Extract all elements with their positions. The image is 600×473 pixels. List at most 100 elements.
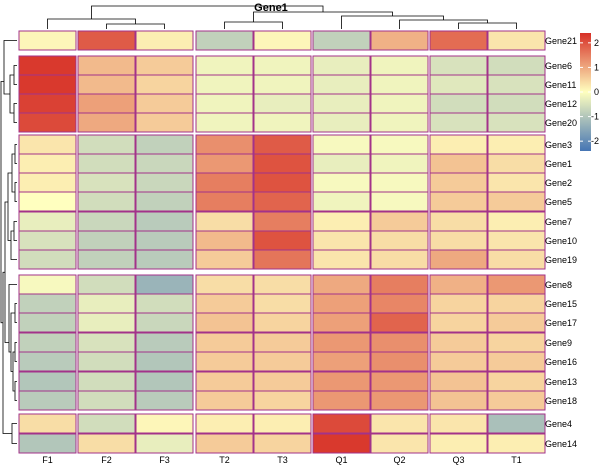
heatmap-cell	[135, 312, 194, 333]
heatmap-cell	[195, 293, 254, 314]
heatmap-cell	[135, 249, 194, 270]
heatmap-cell	[135, 134, 194, 155]
heatmap-cell	[312, 312, 371, 333]
heatmap-cell	[312, 93, 371, 114]
heatmap-cell	[253, 413, 312, 434]
heatmap-cell	[195, 413, 254, 434]
heatmap-cell	[135, 153, 194, 174]
row-label: Gene20	[545, 118, 577, 128]
row-label: Gene19	[545, 255, 577, 265]
heatmap-cell	[370, 413, 429, 434]
heatmap-cell	[77, 74, 136, 95]
heatmap-cell	[77, 433, 136, 454]
heatmap-cell	[135, 274, 194, 295]
heatmap-cell	[370, 351, 429, 372]
heatmap-cell	[195, 172, 254, 193]
heatmap-cell	[312, 351, 371, 372]
heatmap-cell	[370, 293, 429, 314]
heatmap-cell	[487, 371, 546, 392]
heatmap-cell	[429, 112, 488, 133]
row-label: Gene6	[545, 61, 572, 71]
heatmap-cell	[135, 112, 194, 133]
heatmap-cell	[312, 55, 371, 76]
heatmap-cell	[77, 351, 136, 372]
row-dendrogram-branch	[9, 74, 14, 114]
heatmap-cell	[18, 30, 77, 51]
heatmap-cell	[487, 191, 546, 212]
heatmap-cell	[312, 74, 371, 95]
heatmap-cell	[253, 93, 312, 114]
heatmap-cell	[312, 371, 371, 392]
heatmap-cell	[77, 390, 136, 411]
legend-tick-label: -2	[591, 136, 599, 146]
heatmap-cell	[195, 351, 254, 372]
row-dendrogram-branch	[14, 144, 17, 164]
heatmap-cell	[77, 413, 136, 434]
heatmap-cell	[487, 153, 546, 174]
heatmap-cell	[370, 433, 429, 454]
heatmap-cell	[312, 390, 371, 411]
heatmap-cell	[370, 312, 429, 333]
row-label: Gene13	[545, 377, 577, 387]
column-label: Q1	[335, 455, 347, 465]
heatmap-cell	[18, 433, 77, 454]
heatmap-cell	[429, 191, 488, 212]
row-label: Gene3	[545, 140, 572, 150]
heatmap-cell	[135, 390, 194, 411]
row-dendrogram-branch	[2, 271, 12, 434]
heatmap-cell	[487, 413, 546, 434]
row-dendrogram-branch	[13, 221, 17, 241]
heatmap-cell	[487, 30, 546, 51]
column-label: T3	[277, 455, 288, 465]
heatmap-cell	[77, 134, 136, 155]
heatmap-cell	[429, 351, 488, 372]
heatmap-cell	[312, 30, 371, 51]
row-label: Gene5	[545, 197, 572, 207]
heatmap-cell	[77, 230, 136, 251]
heatmap-cell	[487, 332, 546, 353]
row-dendrogram-branch	[14, 182, 17, 202]
heatmap-cell	[18, 312, 77, 333]
heatmap-cell	[487, 230, 546, 251]
column-dendrogram-branch	[458, 22, 517, 29]
heatmap-cell	[253, 191, 312, 212]
heatmap-cell	[487, 172, 546, 193]
heatmap-cell	[77, 371, 136, 392]
heatmap-cell	[312, 332, 371, 353]
heatmap-cell	[429, 413, 488, 434]
heatmap-cell	[77, 249, 136, 270]
row-label: Gene10	[545, 236, 577, 246]
row-dendrogram-branch	[14, 381, 17, 401]
heatmap-cell	[487, 274, 546, 295]
heatmap-cell	[253, 172, 312, 193]
heatmap-cell	[77, 55, 136, 76]
heatmap-cell	[18, 274, 77, 295]
column-dendrogram-branch	[106, 23, 165, 29]
heatmap-cell	[312, 413, 371, 434]
heatmap-cell	[18, 351, 77, 372]
legend-colorbar	[580, 33, 591, 151]
row-label: Gene2	[545, 178, 572, 188]
heatmap-cell	[429, 134, 488, 155]
heatmap-cell	[253, 211, 312, 232]
row-label: Gene15	[545, 299, 577, 309]
heatmap-cell	[195, 249, 254, 270]
heatmap-cell	[429, 293, 488, 314]
heatmap-cell	[195, 134, 254, 155]
heatmap-cell	[253, 274, 312, 295]
heatmap-cell	[370, 93, 429, 114]
heatmap-cell	[253, 371, 312, 392]
heatmap-cell	[195, 112, 254, 133]
heatmap-cell	[312, 230, 371, 251]
heatmap-cell	[195, 332, 254, 353]
heatmap-cell	[135, 433, 194, 454]
row-dendrogram-branch	[10, 230, 17, 260]
heatmap-cell	[77, 93, 136, 114]
row-label: Gene8	[545, 280, 572, 290]
heatmap-cell	[487, 390, 546, 411]
column-label: Q3	[452, 455, 464, 465]
heatmap-cell	[370, 134, 429, 155]
heatmap-cell	[18, 371, 77, 392]
heatmap-cell	[370, 211, 429, 232]
heatmap-cell	[77, 191, 136, 212]
